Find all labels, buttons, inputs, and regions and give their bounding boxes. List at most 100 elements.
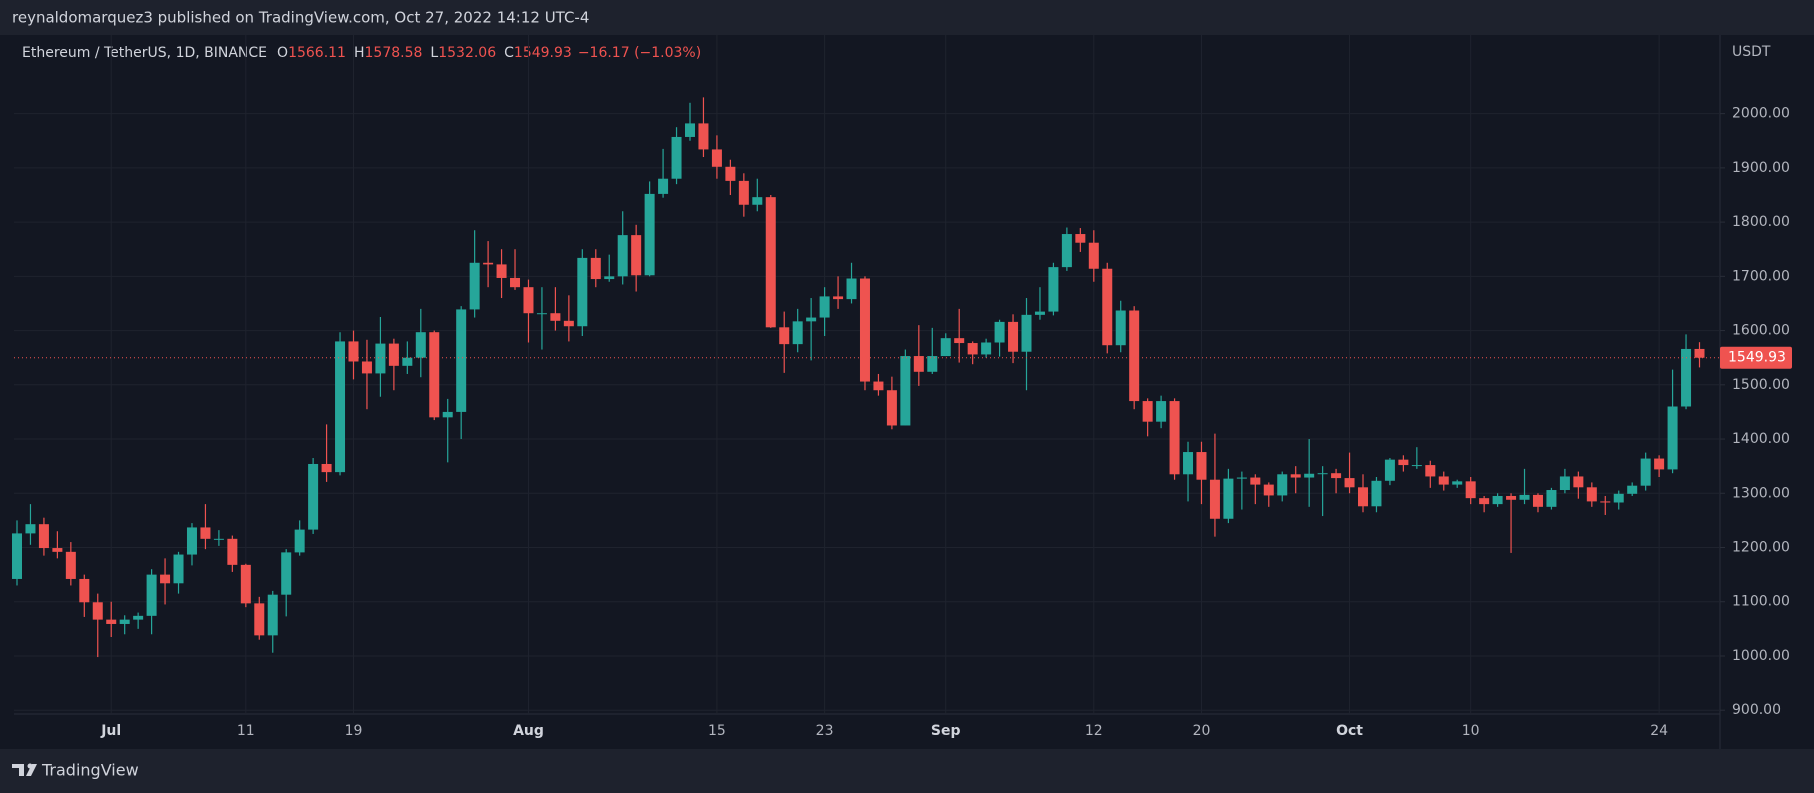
candle-body: [550, 313, 561, 321]
candle-body: [873, 381, 884, 391]
candle-body: [658, 178, 669, 194]
candle-body: [213, 538, 224, 540]
candle-body: [994, 321, 1005, 343]
candle-body: [846, 278, 857, 300]
candle-body: [859, 278, 870, 382]
candle-body: [1559, 476, 1570, 491]
candle-body: [1452, 481, 1463, 485]
candle-body: [1344, 478, 1355, 488]
candle-body: [833, 296, 844, 300]
candle-body: [685, 123, 695, 137]
candle-body: [671, 136, 682, 179]
y-tick-label: 2000.00: [1732, 106, 1790, 122]
candle-body: [577, 257, 588, 327]
candle-body: [1129, 310, 1140, 402]
candle-body: [133, 615, 144, 620]
candle-body: [442, 411, 453, 418]
candle-body: [1209, 479, 1220, 519]
candle-body: [200, 527, 211, 539]
logo-dot: [27, 763, 33, 769]
candle-body: [536, 313, 547, 315]
candle-body: [1492, 495, 1503, 505]
ohlc-label: C: [504, 45, 514, 61]
candle-body: [1236, 477, 1247, 479]
candle-body: [1331, 473, 1342, 479]
candle-body: [402, 357, 413, 366]
candle-body: [1640, 458, 1651, 486]
candle-body: [1600, 501, 1611, 503]
candle-body: [604, 276, 615, 280]
brand: TradingView: [41, 761, 139, 780]
candle-body: [361, 361, 372, 374]
candle-body: [1304, 473, 1315, 478]
candle-body: [119, 619, 130, 624]
candle-body: [496, 264, 507, 278]
candle-body: [644, 193, 655, 276]
candle-body: [1411, 465, 1422, 467]
candle-body: [240, 564, 251, 604]
candle-body: [765, 197, 776, 328]
candle-body: [469, 262, 480, 310]
x-tick-label: 12: [1085, 723, 1103, 739]
candle-body: [711, 149, 722, 167]
candle-body: [1479, 498, 1490, 505]
ohlc-value: 1532.06: [438, 45, 496, 61]
candle-body: [1290, 474, 1301, 478]
candle-body: [1438, 476, 1449, 485]
candle-body: [1263, 484, 1274, 496]
candle-body: [227, 538, 238, 565]
y-tick-label: 1700.00: [1732, 268, 1790, 284]
candle-body: [1048, 267, 1059, 312]
x-tick-label: Oct: [1336, 723, 1363, 739]
candle-body: [1586, 487, 1597, 502]
y-tick-label: 1800.00: [1732, 214, 1790, 230]
candle-body: [415, 332, 426, 358]
candle-body: [1506, 495, 1517, 500]
candle-body: [1371, 480, 1382, 507]
x-tick-label: 20: [1193, 723, 1211, 739]
x-tick-label: 10: [1462, 723, 1480, 739]
candle-body: [12, 533, 22, 579]
candle-body: [106, 619, 117, 624]
candle-body: [1008, 321, 1019, 352]
candle-body: [65, 551, 76, 579]
candle-body: [160, 574, 171, 584]
candle-body: [900, 356, 911, 426]
y-tick-label: 1200.00: [1732, 540, 1790, 556]
ohlc-change: −16.17 (−1.03%): [578, 45, 701, 61]
candle-body: [617, 235, 628, 277]
candle-body: [1398, 459, 1409, 466]
candle-body: [1156, 401, 1167, 422]
y-tick-label: 1400.00: [1732, 431, 1790, 447]
candle-body: [940, 338, 951, 357]
candle-body: [725, 166, 736, 181]
ohlc-value: 1549.93: [514, 45, 572, 61]
x-tick-label: 15: [708, 723, 726, 739]
candle-body: [913, 356, 924, 372]
candle-body: [1358, 487, 1368, 507]
candle-body: [752, 197, 763, 205]
candle-body: [1613, 493, 1624, 503]
candle-body: [1102, 268, 1113, 346]
candle-body: [738, 180, 749, 205]
candle-body: [456, 309, 467, 412]
candle-body: [1546, 490, 1557, 507]
candle-body: [25, 524, 36, 534]
candle-body: [1075, 234, 1086, 243]
publisher: reynaldomarquez3 published on TradingVie…: [12, 9, 589, 27]
candle-body: [308, 463, 319, 530]
candle-body: [186, 527, 197, 555]
candle-body: [52, 548, 63, 552]
candle-body: [1115, 310, 1126, 346]
candle-body: [38, 524, 49, 549]
candle-body: [698, 123, 709, 150]
bottom-bar: [0, 749, 1814, 793]
candle-body: [92, 602, 103, 620]
candle-body: [1627, 485, 1638, 494]
x-tick-label: 11: [237, 723, 255, 739]
ohlc-label: L: [430, 45, 438, 61]
candle-body: [1088, 242, 1099, 269]
last-price-label: 1549.93: [1728, 350, 1786, 366]
candle-body: [335, 341, 346, 473]
